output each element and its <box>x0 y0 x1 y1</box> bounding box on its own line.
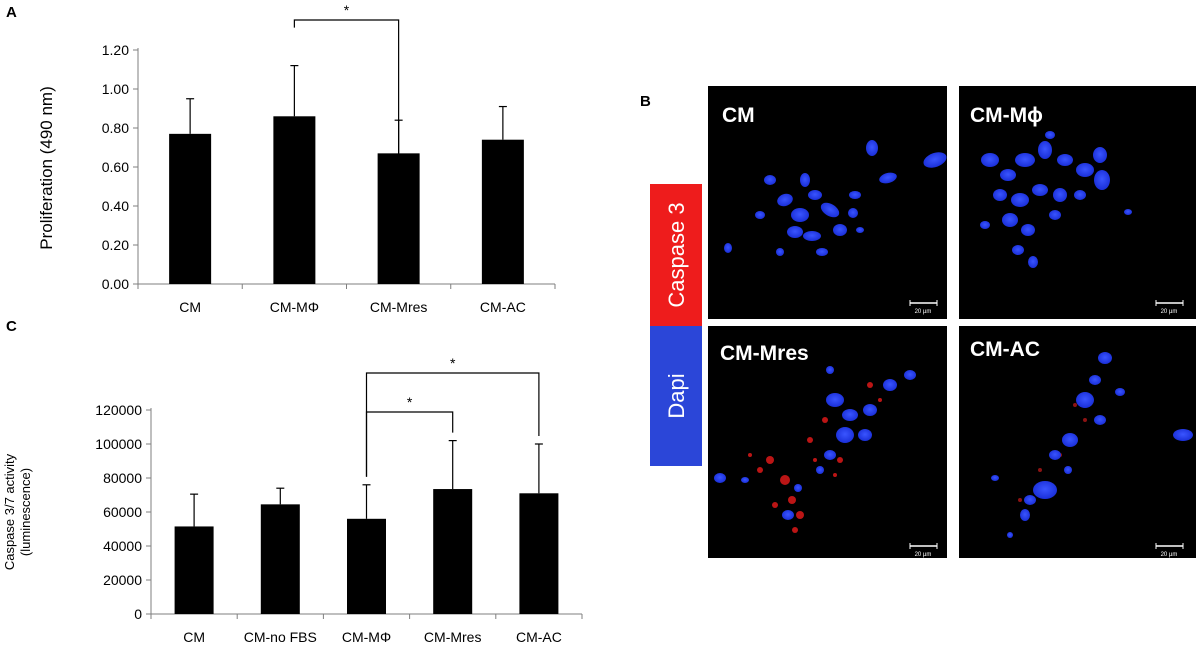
legend-dapi-label: Dapi <box>664 373 689 418</box>
panel-label-c: C <box>6 318 17 335</box>
micrograph-cm-label: CM <box>722 104 755 127</box>
y-tick-label: 0.00 <box>102 276 129 292</box>
y-tick-label: 120000 <box>95 402 142 418</box>
micrograph-cm-ac-scale: 20 µm <box>1161 552 1178 558</box>
micrograph-cm-ac-label: CM-AC <box>970 338 1040 361</box>
y-tick-label: 1.20 <box>102 42 129 58</box>
category-label: CM-MΦ <box>270 299 319 315</box>
y-tick-label: 1.00 <box>102 81 129 97</box>
micrograph-cm-mphi-scale: 20 µm <box>1161 309 1178 315</box>
micrograph-cm-mphi-label: CM-Mϕ <box>970 104 1043 127</box>
y-tick-label: 100000 <box>95 436 142 452</box>
legend-caspase-swatch <box>650 184 702 326</box>
micrograph-cm-mres-scale: 20 µm <box>915 552 932 558</box>
micrograph-cm-mres: CM-Mres 20 µm <box>708 326 947 558</box>
significance-bracket <box>365 372 540 477</box>
bar <box>174 526 214 614</box>
micrograph-cm-mres-label: CM-Mres <box>720 342 809 365</box>
y-tick-label: 0.40 <box>102 198 129 214</box>
category-label: CM-no FBS <box>244 629 317 645</box>
y-axis-label-line2: (luminescence) <box>18 468 33 556</box>
y-tick-label: 80000 <box>103 470 142 486</box>
category-label: CM-Mres <box>424 629 482 645</box>
micrograph-cm-mphi: CM-Mϕ 20 µm <box>959 86 1196 319</box>
chart-c-caspase: 0 20000 40000 60000 80000 100000 120000 CM CM-no… <box>2 355 583 645</box>
category-label: CM <box>179 299 201 315</box>
y-tick-label: 20000 <box>103 572 142 588</box>
micrograph-cm-scale: 20 µm <box>915 309 932 315</box>
y-tick-label: 0 <box>134 606 142 622</box>
significance-star: * <box>450 355 456 371</box>
y-tick-label: 0.20 <box>102 237 129 253</box>
y-tick-label: 60000 <box>103 504 142 520</box>
category-label: CM-MΦ <box>342 629 391 645</box>
microscopy-panel: Caspase 3 Dapi <box>650 86 1196 558</box>
y-tick-label: 0.60 <box>102 159 129 175</box>
chart-a-proliferation: 0.00 0.20 0.40 0.60 0.80 1.00 1.20 CM CM-MΦ CM-Mr… <box>37 2 556 315</box>
bar <box>273 116 316 284</box>
micrograph-cm-ac: CM-AC 20 µm <box>959 326 1196 558</box>
y-tick-label: 0.80 <box>102 120 129 136</box>
bar <box>347 518 386 614</box>
bar <box>260 504 300 614</box>
y-axis-label-line1: Caspase 3/7 activity <box>2 453 17 570</box>
panel-label-a: A <box>6 4 17 21</box>
panel-label-b: B <box>640 93 651 110</box>
y-tick-label: 40000 <box>103 538 142 554</box>
category-label: CM <box>183 629 205 645</box>
significance-star: * <box>407 394 413 410</box>
bar <box>519 493 559 614</box>
significance-bracket <box>293 19 400 173</box>
category-label: CM-AC <box>516 629 562 645</box>
bar <box>433 489 473 614</box>
significance-star: * <box>344 2 350 18</box>
bar <box>481 139 524 284</box>
y-axis-label: Proliferation (490 nm) <box>37 86 56 249</box>
category-label: CM-Mres <box>370 299 428 315</box>
legend-caspase-label: Caspase 3 <box>664 202 689 307</box>
bar <box>169 133 212 284</box>
micrograph-cm: CM 20 µm <box>708 86 947 319</box>
bar <box>377 153 420 284</box>
significance-bracket <box>365 411 454 477</box>
category-label: CM-AC <box>480 299 526 315</box>
legend-dapi-swatch <box>650 326 702 466</box>
